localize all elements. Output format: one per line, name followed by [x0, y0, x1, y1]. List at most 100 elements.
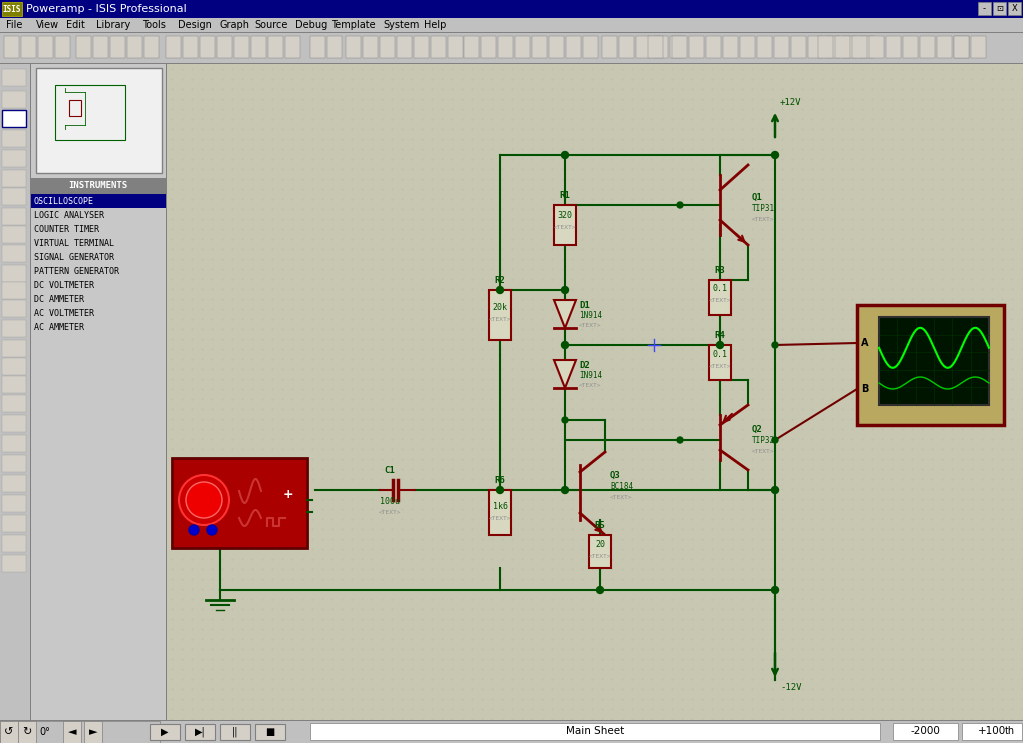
Text: ISIS: ISIS [3, 4, 21, 13]
Bar [2, 495, 26, 512]
Bar [818, 36, 833, 58]
Text: R1: R1 [560, 191, 571, 200]
Text: BC184: BC184 [610, 482, 633, 491]
Bar [2, 415, 26, 432]
Bar [886, 36, 901, 58]
Circle shape [496, 487, 503, 493]
Polygon shape [554, 360, 576, 388]
Bar [448, 36, 463, 58]
Bar [217, 36, 232, 58]
Text: 320: 320 [558, 211, 573, 220]
Text: <TEXT>: <TEXT> [752, 449, 774, 454]
Circle shape [596, 586, 604, 594]
Text: 20k: 20k [492, 303, 507, 312]
Text: Q3: Q3 [610, 471, 621, 480]
Bar [489, 290, 512, 340]
Bar [825, 36, 840, 58]
Circle shape [562, 417, 568, 423]
Text: Library: Library [96, 20, 130, 30]
Bar [954, 36, 969, 58]
Text: Poweramp - ISIS Professional: Poweramp - ISIS Professional [26, 4, 187, 14]
Text: Template: Template [331, 20, 375, 30]
Text: +12V: +12V [780, 98, 801, 107]
Text: View: View [36, 20, 59, 30]
Bar [2, 475, 26, 492]
Bar [251, 36, 266, 58]
Text: Q1: Q1 [752, 193, 763, 202]
Text: System: System [383, 20, 419, 30]
Bar [31, 178, 166, 194]
Bar [2, 555, 26, 572]
Text: <TEXT>: <TEXT> [709, 298, 731, 303]
Bar [1008, 2, 1021, 15]
Bar [0, 18, 1023, 32]
Bar [31, 194, 166, 208]
Bar [464, 36, 479, 58]
Bar [69, 100, 81, 116]
Circle shape [772, 342, 779, 348]
Bar [978, 2, 991, 15]
Bar [2, 245, 26, 262]
Bar [954, 36, 969, 58]
Bar [167, 64, 1023, 728]
Text: ↺: ↺ [4, 727, 13, 737]
Text: ►: ► [89, 727, 97, 737]
Bar [602, 36, 617, 58]
Circle shape [771, 586, 779, 594]
Circle shape [562, 287, 569, 293]
Bar [2, 455, 26, 472]
Text: <TEXT>: <TEXT> [610, 495, 632, 500]
Circle shape [771, 487, 779, 493]
Text: R6: R6 [495, 476, 505, 485]
Bar [869, 36, 884, 58]
Text: DC VOLTMETER: DC VOLTMETER [34, 281, 94, 290]
Bar [857, 305, 1004, 425]
Circle shape [189, 525, 199, 535]
Text: <TEXT>: <TEXT> [379, 510, 401, 515]
Bar [55, 85, 125, 140]
Circle shape [562, 342, 569, 348]
Bar [327, 36, 342, 58]
Text: Main Sheet: Main Sheet [566, 727, 624, 736]
Bar [2, 282, 26, 299]
Bar [55, 36, 70, 58]
Text: COUNTER TIMER: COUNTER TIMER [34, 224, 99, 233]
Bar [2, 110, 26, 127]
Bar [723, 36, 738, 58]
Bar [709, 345, 731, 380]
Bar [31, 64, 166, 724]
Bar [566, 36, 581, 58]
Bar [2, 170, 26, 187]
Text: +: + [282, 488, 294, 502]
Bar [0, 33, 1023, 63]
Text: -12V: -12V [780, 683, 801, 692]
Text: X: X [1012, 4, 1018, 13]
Bar [670, 36, 685, 58]
Text: 0.1: 0.1 [712, 284, 727, 293]
Text: Tools: Tools [142, 20, 167, 30]
Bar [774, 36, 789, 58]
Circle shape [562, 152, 569, 158]
Circle shape [772, 437, 779, 443]
Circle shape [207, 525, 217, 535]
Text: AC VOLTMETER: AC VOLTMETER [34, 308, 94, 317]
Text: 0.1: 0.1 [712, 350, 727, 359]
Text: <TEXT>: <TEXT> [709, 364, 731, 369]
Bar [971, 36, 986, 58]
Bar [0, 720, 1023, 721]
Text: <TEXT>: <TEXT> [752, 217, 774, 222]
Text: <TEXT>: <TEXT> [579, 383, 602, 388]
Text: 1N914: 1N914 [579, 311, 603, 320]
Bar [740, 36, 755, 58]
Bar [255, 724, 285, 740]
Bar [0, 721, 160, 743]
Text: A: A [861, 338, 869, 348]
Text: +100: +100 [978, 727, 1007, 736]
Bar [515, 36, 530, 58]
Circle shape [186, 482, 222, 518]
Bar [2, 188, 26, 205]
Bar [185, 724, 215, 740]
Bar [2, 208, 26, 225]
Text: ↻: ↻ [23, 727, 32, 737]
Text: INSTRUMENTS: INSTRUMENTS [69, 181, 128, 190]
